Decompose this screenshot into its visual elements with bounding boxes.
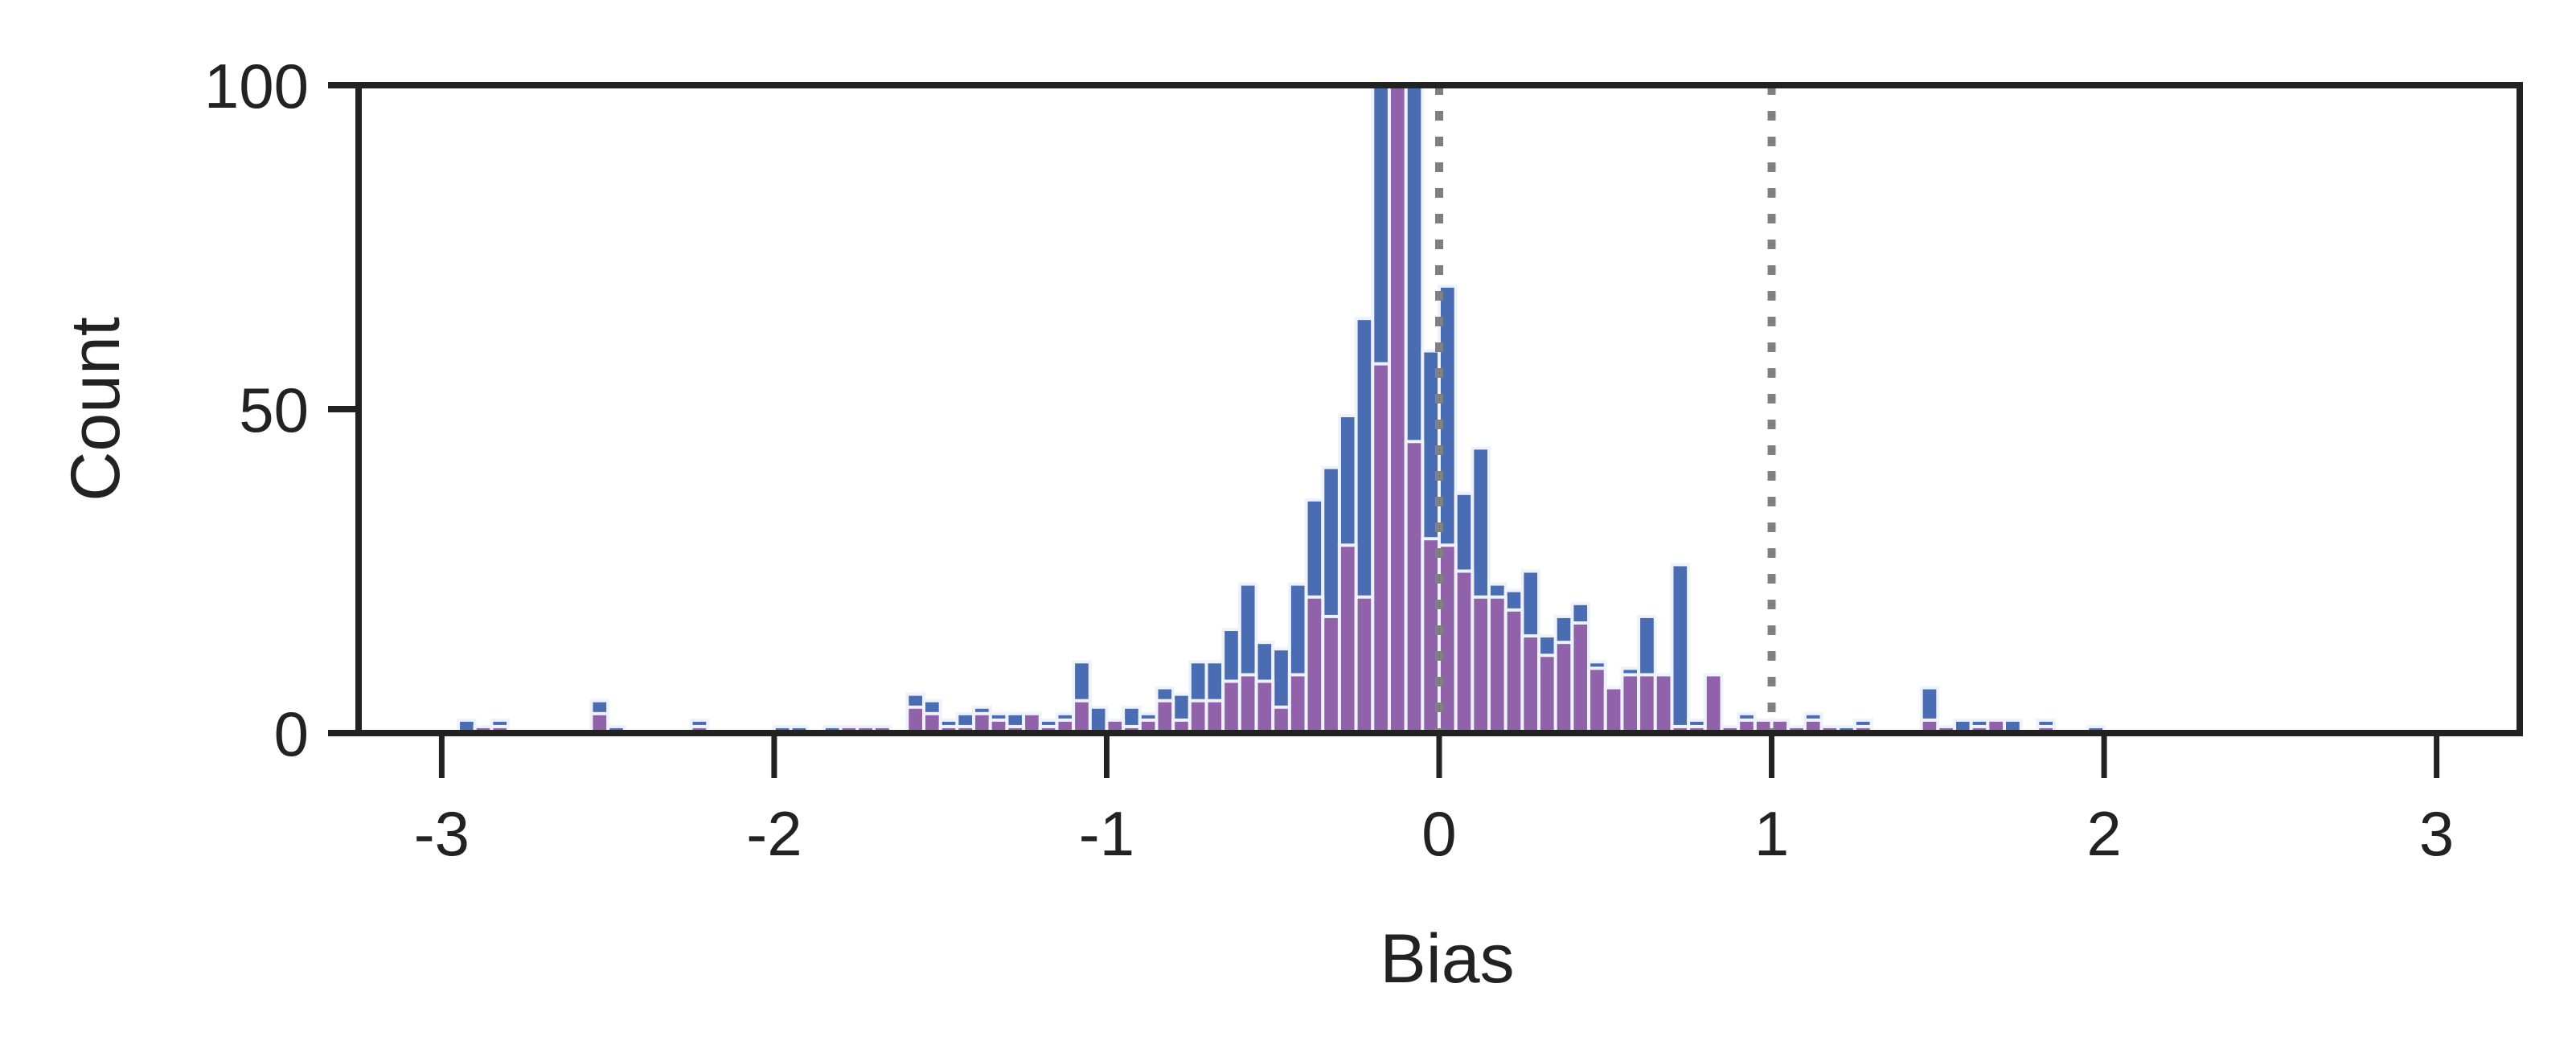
histogram-bar bbox=[1321, 614, 1341, 735]
histogram-bar bbox=[1188, 699, 1208, 735]
x-tick-label: -2 bbox=[746, 798, 802, 869]
y-axis-ticks: 0 50 100 bbox=[204, 51, 359, 769]
histogram-bar bbox=[1337, 543, 1358, 735]
histogram-bar bbox=[1254, 679, 1275, 735]
histogram-bar bbox=[1271, 705, 1291, 735]
histogram-bar bbox=[1587, 666, 1607, 735]
histogram-bar bbox=[1637, 673, 1657, 735]
histogram-bar bbox=[1354, 595, 1375, 735]
x-tick-label: 0 bbox=[1421, 798, 1456, 869]
reference-lines bbox=[1435, 85, 1776, 733]
histogram-bar bbox=[1620, 673, 1641, 735]
histogram-bar bbox=[1487, 595, 1507, 735]
histogram-bar bbox=[1703, 673, 1724, 735]
y-tick-label: 100 bbox=[204, 51, 309, 121]
histogram-bar bbox=[1537, 654, 1557, 735]
x-tick-label: -3 bbox=[414, 798, 470, 869]
y-axis-label: Count bbox=[57, 317, 134, 502]
x-tick-label: 3 bbox=[2419, 798, 2454, 869]
x-axis-ticks: -3 -2 -1 0 1 2 3 bbox=[414, 733, 2454, 869]
histogram-bar bbox=[1471, 595, 1491, 735]
x-tick-label: 1 bbox=[1754, 798, 1789, 869]
histogram-bar bbox=[1404, 440, 1425, 735]
histogram-bar bbox=[1155, 699, 1175, 735]
histogram-bar bbox=[1371, 362, 1391, 735]
histogram-bar bbox=[1088, 705, 1109, 735]
histogram-bar bbox=[1237, 673, 1258, 735]
histogram-bar bbox=[1204, 699, 1225, 735]
y-tick-label: 0 bbox=[274, 699, 309, 769]
x-axis-label: Bias bbox=[1380, 920, 1514, 998]
x-tick-label: 2 bbox=[2086, 798, 2121, 869]
histogram-bar bbox=[1387, 84, 1408, 735]
series-subset-bars bbox=[473, 84, 2057, 735]
y-tick-label: 50 bbox=[239, 375, 309, 445]
series-all-bars bbox=[457, 84, 2106, 735]
histogram-bar bbox=[1503, 608, 1524, 735]
histogram-bar bbox=[1553, 641, 1574, 735]
histogram-bar bbox=[1287, 673, 1308, 735]
histogram-bar bbox=[1670, 563, 1691, 735]
histogram-bar bbox=[905, 705, 926, 735]
histogram-bar bbox=[1221, 679, 1241, 735]
histogram-bar bbox=[1304, 595, 1325, 735]
histogram-bar bbox=[1072, 699, 1092, 735]
x-tick-label: -1 bbox=[1079, 798, 1134, 869]
histogram-bar bbox=[1520, 634, 1541, 735]
histogram-bar bbox=[1603, 686, 1624, 735]
histogram-bar bbox=[1454, 569, 1475, 735]
histogram-bar bbox=[1570, 621, 1591, 735]
histogram-bar bbox=[1653, 673, 1674, 735]
